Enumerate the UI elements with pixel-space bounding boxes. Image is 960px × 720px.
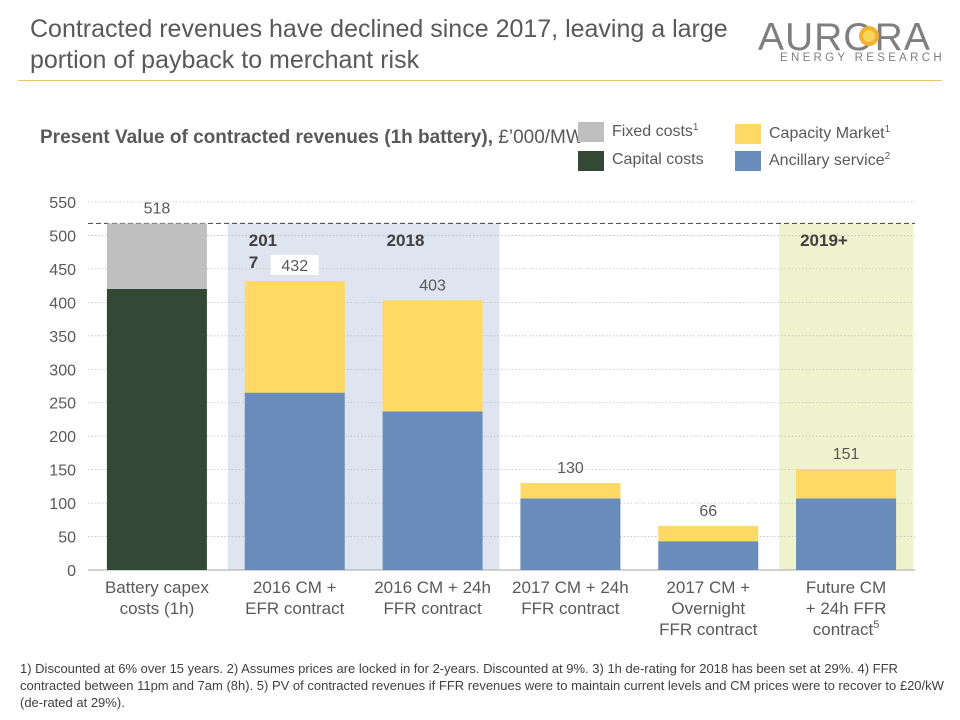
bar-ancillary-service [382,411,483,570]
y-tick-label: 250 [49,396,76,413]
legend-swatch [578,122,604,142]
legend-label: Fixed costs [612,123,693,140]
footnote: 1) Discounted at 6% over 15 years. 2) As… [20,661,944,710]
bar-capacity-market [520,483,621,499]
x-tick-label: contract5 [813,619,880,639]
bar-ancillary-service [658,541,759,570]
period-label: 2018 [387,231,425,250]
y-tick-label: 400 [49,295,76,312]
data-label: 130 [557,460,584,477]
x-tick-label: Future CM [806,578,886,597]
legend-label: Ancillary service [769,152,885,169]
legend-label: Capital costs [612,151,704,168]
bar-capacity-market [796,468,897,499]
y-tick-label: 500 [49,228,76,245]
bar-capacity-market [382,300,483,412]
data-label-bg [270,254,319,275]
title-divider [18,80,942,81]
data-label: 518 [144,200,171,217]
logo-subtitle: ENERGY RESEARCH [780,52,945,64]
y-tick-label: 50 [58,530,76,547]
y-tick-label: 450 [49,262,76,279]
x-tick-label: Battery capex [105,578,209,597]
bar-ancillary-service [796,498,897,570]
legend-label: Capacity Market [769,125,885,142]
aurora-logo: AURORA ENERGY RESEARCH [752,16,947,72]
x-tick-label: 2017 CM + 24h [512,578,629,597]
period-label: 7 [249,253,258,272]
bar-ancillary-service [244,392,345,570]
y-tick-label: 300 [49,362,76,379]
y-tick-label: 0 [67,563,76,580]
bar-capital-costs [106,288,207,570]
x-tick-label: FFR contract [659,620,758,639]
y-tick-label: 150 [49,463,76,480]
y-tick-label: 350 [49,329,76,346]
bar-capacity-market [244,280,345,393]
period-label: 201 [249,231,277,250]
x-tick-label: + 24h FFR [806,599,887,618]
bar-chart: 0 50 100 150 200 250 300 350 400 450 500 550 201 7 201… [49,195,915,639]
data-label: 66 [699,503,717,520]
page-title: Contracted revenues have declined since … [30,15,728,74]
legend-swatch [735,124,761,144]
x-tick-label: 2016 CM + 24h [374,578,491,597]
chart-title-unit: £’000/MW [493,127,584,148]
bar-fixed-costs [106,223,207,289]
logo-wordmark: AURORA [758,16,931,59]
x-tick-label: FFR contract [383,599,482,618]
sun-icon [859,26,879,46]
bar-capacity-market [658,525,759,542]
period-label: 2019+ [800,231,848,250]
x-tick-label: costs (1h) [120,599,195,618]
chart-title: Present Value of contracted revenues (1h… [40,126,584,150]
bar-ancillary-service [520,498,621,570]
chart-title-bold: Present Value of contracted revenues (1h… [40,127,493,148]
x-tick-label: 2017 CM + [666,578,750,597]
data-label: 432 [281,258,308,275]
y-tick-label: 100 [49,496,76,513]
x-tick-label: Overnight [671,599,745,618]
data-label: 151 [833,446,860,463]
data-label: 403 [419,277,446,294]
y-tick-label: 200 [49,429,76,446]
x-tick-label: 2016 CM + [253,578,337,597]
legend-swatch [578,151,604,171]
x-tick-label: FFR contract [521,599,620,618]
legend-swatch [735,151,761,171]
y-tick-label: 550 [49,195,76,212]
x-tick-label: EFR contract [245,599,344,618]
